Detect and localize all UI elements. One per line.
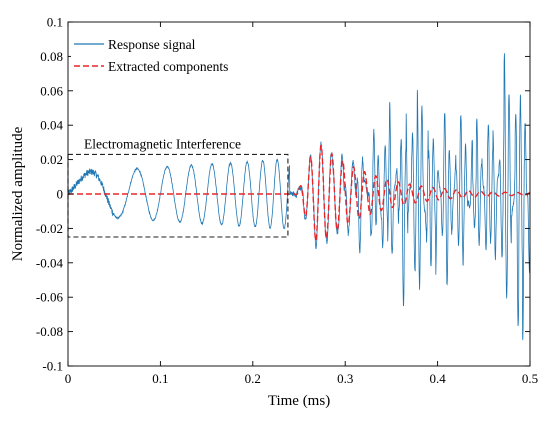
legend: Response signal Extracted components [71, 28, 255, 76]
x-axis-ticks: 0 0.1 0.2 0.3 0.4 0.5 [65, 22, 538, 386]
x-tick-label: 0.2 [245, 371, 261, 386]
y-tick-label: 0.04 [40, 118, 63, 133]
x-tick-label: 0 [65, 371, 72, 386]
x-tick-label: 0.3 [337, 371, 353, 386]
y-axis-label: Normalized amplitude [10, 126, 26, 261]
y-axis-ticks: -0.1 -0.08 -0.06 -0.04 -0.02 0 0.02 0.04 0.06 0.0… [36, 15, 530, 374]
y-tick-label: -0.04 [36, 255, 64, 270]
response-signal-series [67, 53, 531, 341]
response-signal-line [67, 53, 531, 341]
extracted-components-line [68, 144, 531, 243]
legend-background [71, 28, 255, 76]
emi-annotation-label: Electromagnetic Interference [84, 136, 241, 151]
extracted-components-series [68, 144, 531, 243]
y-tick-label: 0.1 [47, 15, 63, 30]
y-tick-label: -0.1 [42, 359, 63, 374]
x-axis-label: Time (ms) [268, 393, 330, 409]
y-tick-label: 0 [57, 187, 64, 202]
y-tick-label: -0.02 [36, 221, 63, 236]
legend-label-response-signal: Response signal [108, 37, 196, 52]
y-tick-label: 0.08 [40, 49, 63, 64]
y-tick-label: -0.08 [36, 324, 63, 339]
y-tick-label: 0.06 [40, 83, 63, 98]
y-tick-label: 0.02 [40, 152, 63, 167]
x-tick-label: 0.4 [429, 371, 446, 386]
y-tick-label: -0.06 [36, 290, 64, 305]
x-tick-label: 0.5 [522, 371, 538, 386]
legend-label-extracted-components: Extracted components [108, 59, 228, 74]
x-tick-label: 0.1 [152, 371, 168, 386]
